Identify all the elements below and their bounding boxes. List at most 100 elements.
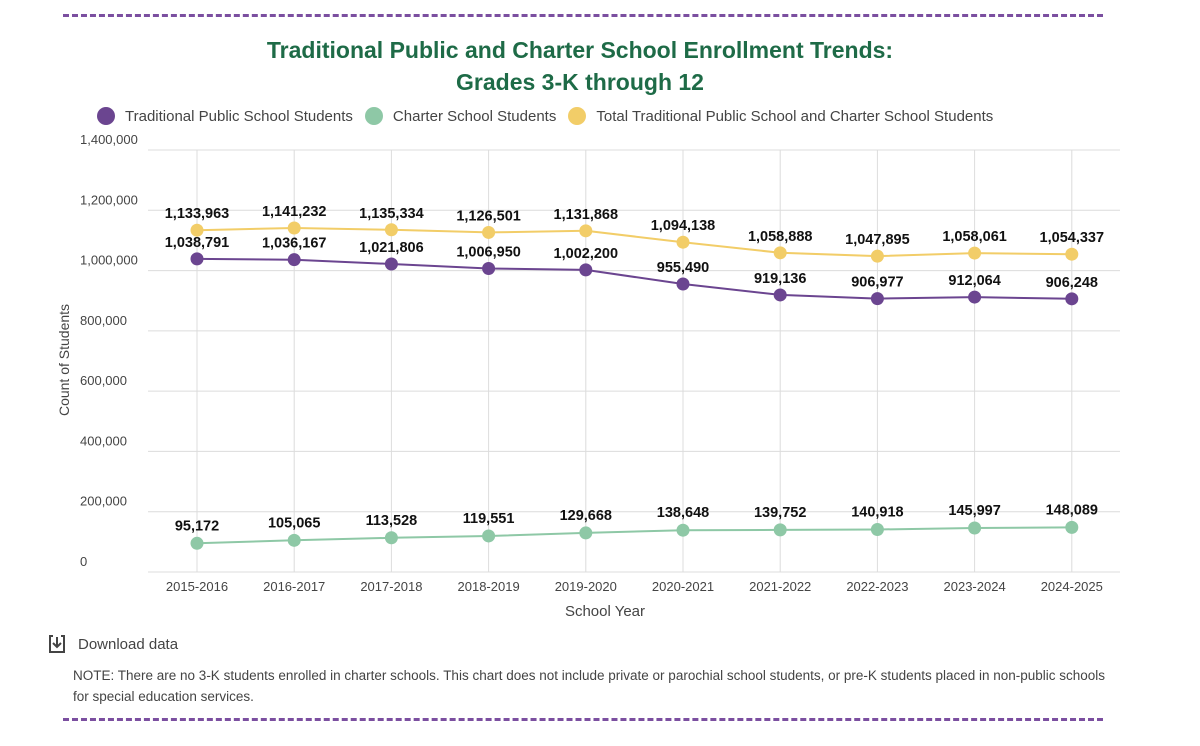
chart-title-line-2: Grades 3-K through 12 <box>456 69 704 95</box>
data-label-series-2: 1,126,501 <box>456 208 521 224</box>
data-point-series-0 <box>870 292 884 306</box>
chart-note: NOTE: There are no 3-K students enrolled… <box>73 668 1106 704</box>
data-label-series-2: 1,054,337 <box>1040 230 1105 246</box>
data-point-series-0 <box>968 290 982 304</box>
chart-legend: Traditional Public School Students Chart… <box>97 107 1005 125</box>
data-label-series-2: 1,094,138 <box>651 218 716 234</box>
data-label-series-0: 1,036,167 <box>262 236 327 252</box>
y-tick-label: 600,000 <box>80 373 127 388</box>
legend-item-charter[interactable]: Charter School Students <box>364 107 557 125</box>
data-label-series-2: 1,131,868 <box>554 207 619 223</box>
data-point-series-0 <box>190 252 204 266</box>
data-point-series-0 <box>287 253 301 267</box>
x-tick-label: 2018-2019 <box>458 579 520 594</box>
top-dashed-divider <box>63 14 1103 17</box>
data-label-series-2: 1,135,334 <box>359 206 424 222</box>
data-label-series-2: 1,058,888 <box>748 229 813 245</box>
x-tick-label: 2020-2021 <box>652 579 714 594</box>
series-line-1 <box>196 526 1072 545</box>
x-tick-label: 2019-2020 <box>555 579 617 594</box>
data-point-series-1 <box>579 526 593 540</box>
data-label-series-0: 1,021,806 <box>359 240 424 256</box>
x-tick-label: 2017-2018 <box>360 579 422 594</box>
data-point-series-2 <box>287 221 301 235</box>
data-label-series-1: 140,918 <box>851 505 903 521</box>
data-label-series-1: 113,528 <box>366 513 418 529</box>
data-point-series-1 <box>190 536 204 550</box>
data-point-series-2 <box>190 223 204 237</box>
data-label-series-1: 148,089 <box>1046 502 1098 518</box>
chart-title-line-1: Traditional Public and Charter School En… <box>266 37 894 63</box>
data-label-series-0: 906,248 <box>1046 275 1098 291</box>
data-point-series-1 <box>287 533 301 547</box>
series-lines <box>196 226 1072 545</box>
grid-layer <box>148 149 1120 573</box>
data-label-series-1: 105,065 <box>268 515 320 531</box>
download-data-link[interactable]: Download data <box>48 634 178 654</box>
data-point-series-1 <box>870 523 884 537</box>
data-label-series-2: 1,047,895 <box>845 232 910 248</box>
data-label-series-0: 1,038,791 <box>165 235 230 251</box>
y-tick-label: 200,000 <box>80 494 127 509</box>
legend-label-total: Total Traditional Public School and Char… <box>596 107 994 125</box>
legend-marker-total <box>568 107 587 125</box>
y-tick-label: 0 <box>80 554 87 569</box>
x-tick-label: 2016-2017 <box>263 579 325 594</box>
y-axis-title: Count of Students <box>56 304 72 416</box>
x-tick-label: 2023-2024 <box>944 579 1006 594</box>
data-point-series-1 <box>384 531 398 545</box>
data-label-series-0: 1,006,950 <box>456 244 521 260</box>
data-point-series-0 <box>384 257 398 271</box>
y-tick-label: 400,000 <box>80 433 127 448</box>
y-tick-label: 800,000 <box>80 313 127 328</box>
data-label-series-1: 139,752 <box>754 505 806 521</box>
y-tick-label: 1,200,000 <box>80 192 138 207</box>
data-point-series-2 <box>384 223 398 237</box>
download-icon <box>49 635 65 653</box>
data-point-series-2 <box>676 235 690 249</box>
x-axis-title: School Year <box>565 603 645 620</box>
x-tick-label: 2015-2016 <box>166 579 228 594</box>
data-point-series-2 <box>773 246 787 260</box>
data-label-series-2: 1,058,061 <box>942 229 1007 245</box>
data-label-series-0: 919,136 <box>754 271 806 287</box>
data-point-series-0 <box>1065 292 1079 306</box>
data-label-series-1: 145,997 <box>948 503 1000 519</box>
bottom-dashed-divider <box>63 718 1103 721</box>
enrollment-line-chart: 1,038,791 1,036,167 1,021,806 1,006,950 1,00… <box>56 132 1120 620</box>
x-tick-label: 2022-2023 <box>846 579 908 594</box>
data-label-series-1: 129,668 <box>560 508 612 524</box>
data-point-series-1 <box>482 529 496 543</box>
legend-marker-traditional <box>97 107 115 125</box>
data-label-series-2: 1,133,963 <box>165 206 230 222</box>
data-label-series-1: 95,172 <box>175 518 219 534</box>
data-label-series-0: 1,002,200 <box>554 246 619 262</box>
data-point-series-0 <box>773 288 787 302</box>
download-data-label: Download data <box>78 635 179 653</box>
data-point-series-0 <box>579 263 593 277</box>
data-label-series-0: 955,490 <box>657 260 709 276</box>
legend-item-total[interactable]: Total Traditional Public School and Char… <box>568 107 993 125</box>
data-point-series-2 <box>968 246 982 260</box>
data-point-series-1 <box>676 523 690 537</box>
series-line-0 <box>196 257 1072 300</box>
data-point-series-0 <box>482 261 496 275</box>
data-label-series-0: 912,064 <box>948 273 1000 289</box>
data-point-series-0 <box>676 277 690 291</box>
data-label-series-0: 906,977 <box>851 275 903 291</box>
data-label-series-2: 1,141,232 <box>262 204 327 220</box>
data-point-series-2 <box>870 249 884 263</box>
data-point-series-1 <box>1065 520 1079 534</box>
series-points <box>190 221 1079 550</box>
legend-marker-charter <box>364 107 383 125</box>
x-tick-label: 2024-2025 <box>1041 579 1103 594</box>
legend-item-traditional[interactable]: Traditional Public School Students <box>97 107 353 125</box>
data-point-series-2 <box>1065 247 1079 261</box>
chart-title: Traditional Public and Charter School En… <box>0 34 1160 98</box>
axes: 0 200,000 400,000 600,000 800,000 1,000,000 1,… <box>56 132 1103 620</box>
y-tick-label: 1,000,000 <box>80 253 138 268</box>
legend-label-charter: Charter School Students <box>392 107 557 125</box>
data-point-series-1 <box>773 523 787 537</box>
data-label-series-1: 138,648 <box>657 505 709 521</box>
data-labels: 1,038,791 1,036,167 1,021,806 1,006,950 1,00… <box>165 204 1104 534</box>
